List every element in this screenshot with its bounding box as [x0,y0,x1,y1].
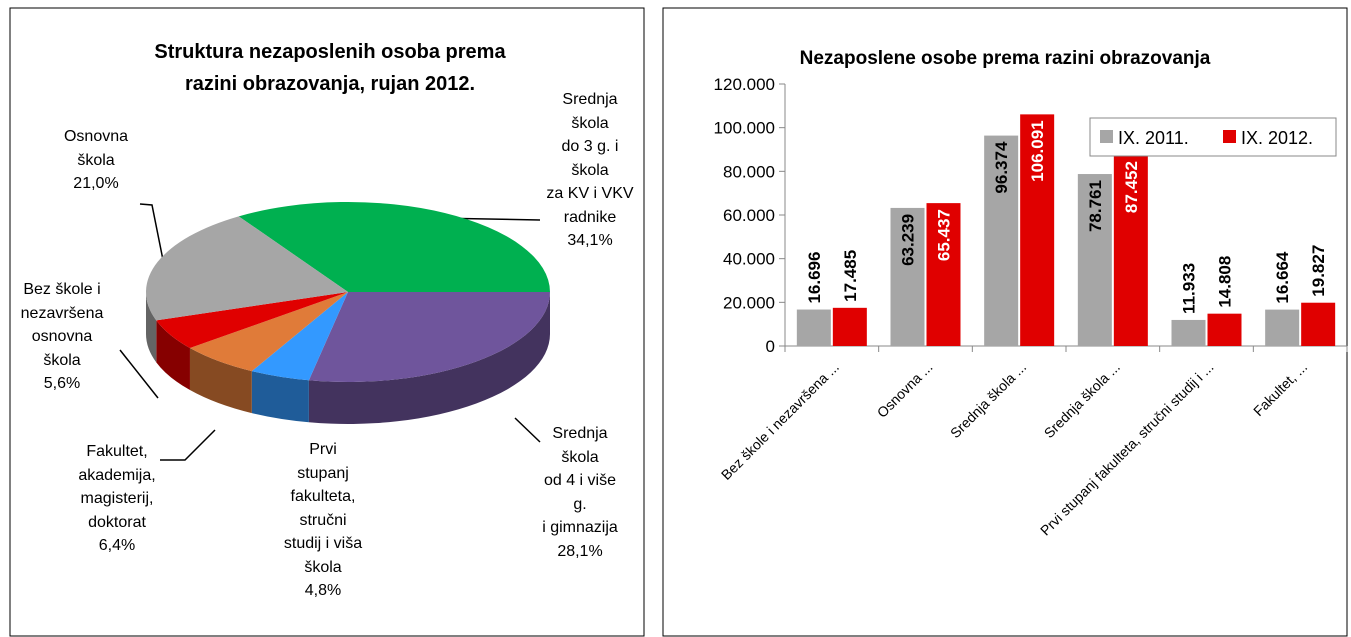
leader [160,429,216,461]
pie-side [189,348,252,414]
slice-name: Osnovna škola [63,128,129,169]
slice-name: Srednja škola do 3 g. i škola za KV i VK… [546,91,634,226]
pie-label: Bez škole i nezavršena osnovna škola 5,6% [21,278,104,396]
y-tick-label: 80.000 [723,162,775,181]
legend-label: IX. 2012. [1241,128,1313,148]
pie-slice [156,292,348,349]
slice-name: Srednja škola od 4 i više g. i gimnazija [542,425,618,536]
data-label: 87.452 [1122,161,1141,213]
data-label: 96.374 [992,141,1011,194]
data-label: 11.933 [1180,263,1199,314]
bar [926,203,961,346]
leader [119,349,159,399]
y-tick-label: 60.000 [723,206,775,225]
leader [139,203,166,271]
pie-label: Osnovna škola 21,0% [64,125,128,196]
data-label: 78.761 [1086,180,1105,232]
slice-value: 6,4% [98,537,136,554]
slice-value: 21,0% [73,175,119,192]
bar [1077,174,1112,346]
data-label: 14.808 [1216,256,1235,308]
data-label: 19.827 [1309,245,1328,297]
y-tick-label: 100.000 [714,119,775,138]
legend-label: IX. 2011. [1118,128,1189,148]
y-tick-label: 20.000 [723,293,775,312]
slice-value: 28,1% [557,542,603,560]
pie-slice [251,292,348,381]
data-label: 16.664 [1273,251,1292,304]
data-label: 17.485 [841,250,860,302]
pie-label: Srednja škola do 3 g. i škola za KV i VK… [546,88,633,253]
slice-value: 4,8% [304,582,342,599]
pie-slice [189,292,348,372]
pie-slice [238,202,550,292]
legend-box [1089,117,1337,157]
pie-slice [308,292,550,383]
slice-value: 5,6% [43,375,81,392]
pie-side [146,292,157,363]
bar [832,307,867,346]
bar [1207,313,1242,346]
pie-side [308,292,550,425]
slice-name: Bez škole i nezavršena osnovna škola [20,281,104,369]
bar [1171,319,1206,346]
slice-value: 34,1% [567,232,613,249]
bar-title: Nezaposlene osobe prema razini obrazovan… [800,48,1211,69]
bar [890,207,925,346]
data-label: 16.696 [805,252,824,304]
pie-side [251,371,309,423]
data-label: 106.091 [1028,120,1047,181]
pie-label: Srednja škola od 4 i više g. i gimnazija… [542,422,618,563]
bar [1265,309,1300,346]
legend-swatch [1100,130,1113,143]
pie-slice [146,216,348,321]
legend-swatch [1223,130,1236,143]
slice-name: Fakultet, akademija, magisterij, doktora… [78,443,156,531]
bar [1301,302,1336,346]
leader [514,417,541,443]
pie-label: Fakultet, akademija, magisterij, doktora… [78,440,155,558]
y-tick-label: 0 [766,337,775,356]
pie-label: Prvi stupanj fakulteta, stručni studij i… [284,438,362,603]
data-label: 63.239 [899,214,918,266]
bar [1020,114,1055,346]
y-tick-label: 120.000 [714,75,775,94]
pie-side [156,320,190,391]
bar [796,309,831,346]
bar [984,135,1019,346]
slice-name: Prvi stupanj fakulteta, stručni studij i… [283,441,363,576]
pie-title: Struktura nezaposlenih osoba prema razin… [154,41,506,95]
data-label: 65.437 [935,209,954,261]
bar [1113,155,1148,346]
y-tick-label: 40.000 [723,250,775,269]
